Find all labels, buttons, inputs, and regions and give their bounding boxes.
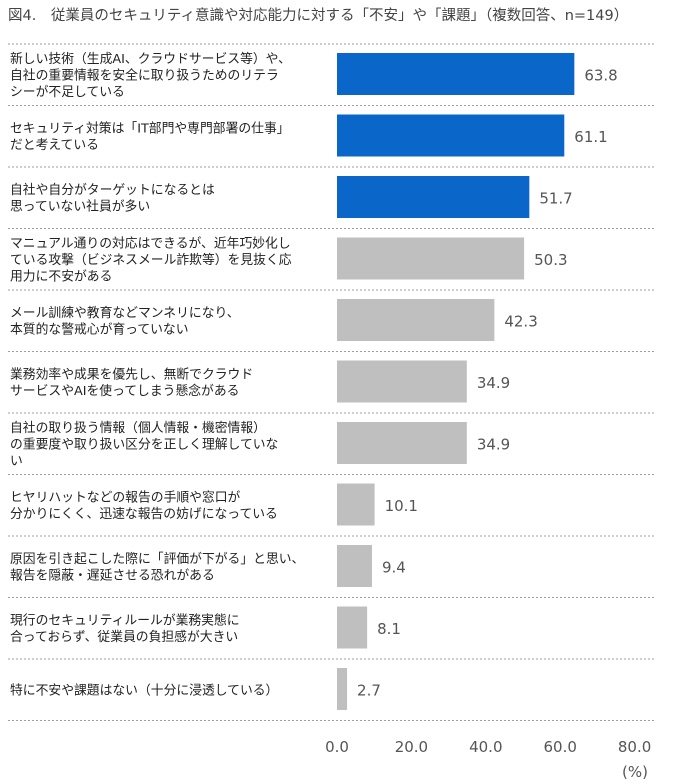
category-label: ヒヤリハットなどの報告の手順や窓口が分かりにくく、迅速な報告の妨げになっている xyxy=(10,490,278,523)
category-label: 自社の取り扱う情報（個人情報・機密情報）の重要度や取り扱い区分を正しく理解してい… xyxy=(10,420,278,469)
chart-title: 図4. 従業員のセキュリティ意識や対応能力に対する「不安」や「課題」（複数回答、… xyxy=(8,8,629,24)
category-label: 現行のセキュリティルールが業務実態に合っておらず、従業員の負担感が大きい xyxy=(10,613,240,646)
bar xyxy=(337,483,375,526)
x-tick-label: 80.0 xyxy=(618,738,651,756)
value-label: 9.4 xyxy=(382,558,406,576)
x-tick-label: 60.0 xyxy=(543,738,576,756)
bar xyxy=(337,545,372,587)
bar xyxy=(337,237,525,280)
x-tick-label: 0.0 xyxy=(325,738,349,756)
value-label: 2.7 xyxy=(357,681,381,699)
value-label: 63.8 xyxy=(584,66,617,84)
value-label: 51.7 xyxy=(539,189,572,207)
value-label: 42.3 xyxy=(504,312,537,330)
value-label: 61.1 xyxy=(574,128,607,146)
unit-label: (%) xyxy=(622,763,648,781)
value-label: 50.3 xyxy=(534,251,567,269)
category-label: 特に不安や課題はない（十分に浸透している） xyxy=(10,682,278,698)
bar xyxy=(337,299,495,341)
x-tick-label: 20.0 xyxy=(395,738,428,756)
category-label: 自社や自分がターゲットになるとは思っていない社員が多い xyxy=(10,182,215,215)
value-label: 34.9 xyxy=(477,435,510,453)
value-label: 8.1 xyxy=(377,620,401,638)
bar xyxy=(337,53,575,95)
category-label: マニュアル通りの対応はできるが、近年巧妙化している攻撃（ビジネスメール詐欺等）を… xyxy=(10,236,292,284)
category-label: メール訓練や教育などマンネリになり、本質的な警戒心が育っていない xyxy=(10,305,240,338)
bar xyxy=(337,606,368,649)
category-label: セキュリティ対策は「IT部門や専門部署の仕事」だと考えている xyxy=(10,121,290,154)
bar xyxy=(337,176,530,218)
category-label: 原因を引き起こした際に「評価が下がる」と思い、報告を隠蔽・遅延させる恐れがある xyxy=(10,552,304,584)
category-label: 新しい技術（生成AI、クラウドサービス等）や、自社の重要情報を安全に取り扱うため… xyxy=(10,51,291,100)
bar xyxy=(337,668,348,710)
x-tick-label: 40.0 xyxy=(469,738,502,756)
value-label: 10.1 xyxy=(385,497,418,515)
category-label: 業務効率や成果を優先し、無断でクラウドサービスやAIを使ってしまう懸念がある xyxy=(10,367,253,400)
bar xyxy=(337,114,565,157)
bar xyxy=(337,422,467,464)
value-label: 34.9 xyxy=(477,374,510,392)
bar xyxy=(337,360,467,403)
